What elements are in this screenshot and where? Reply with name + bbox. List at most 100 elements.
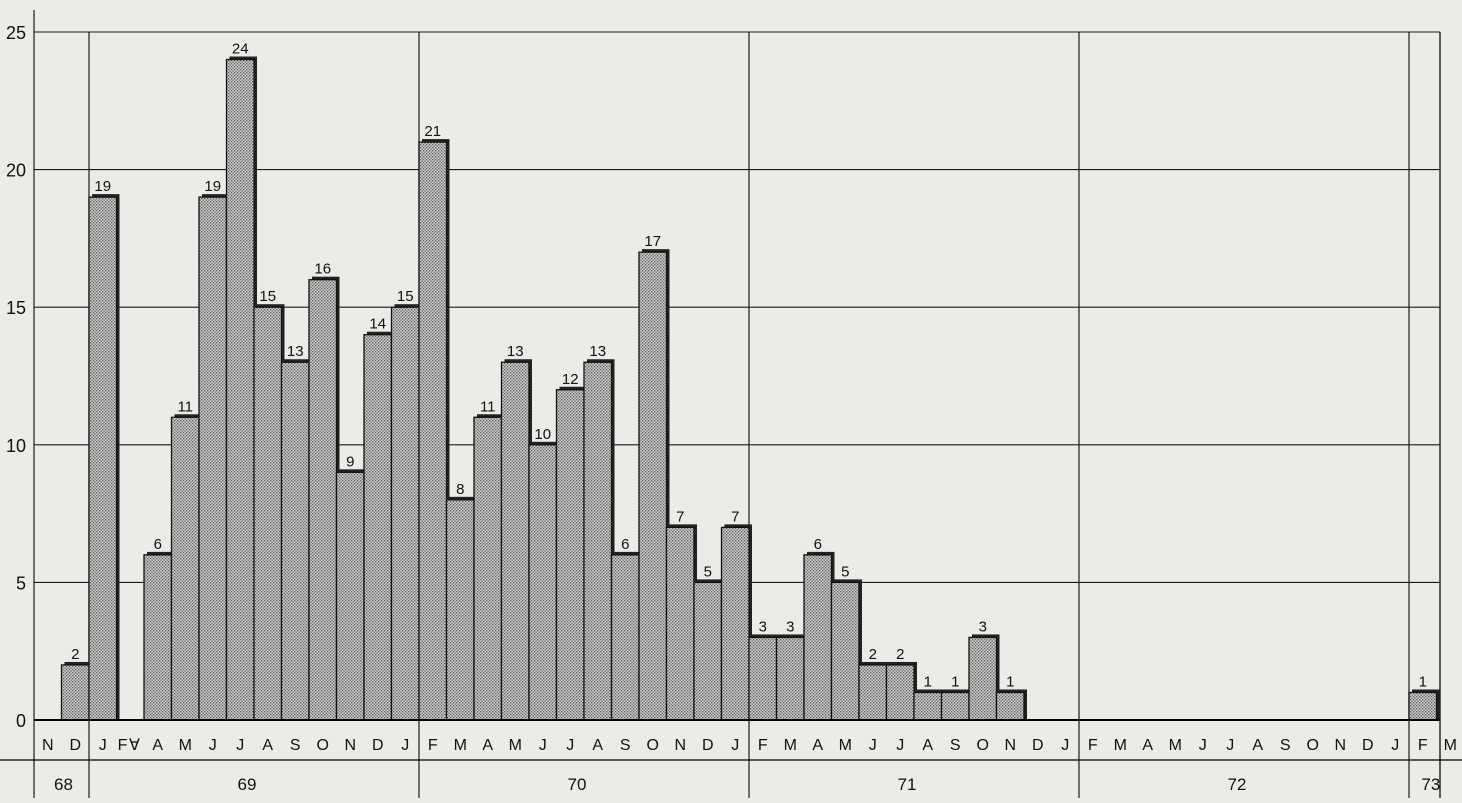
data-labels-layer: 2196111924151316914152181113101213617757… [71,41,1427,691]
data-label: 7 [731,508,739,525]
bar [803,554,833,721]
month-label: N [674,737,686,754]
month-label: F [428,737,438,754]
data-label: 13 [287,343,304,360]
year-label: 73 [1421,775,1440,794]
data-label: 6 [621,536,629,553]
data-label: 19 [94,178,111,195]
data-label: 5 [704,563,712,580]
month-label: D [1032,737,1044,754]
month-label: J [731,737,739,754]
bar [610,554,640,721]
bar [940,691,970,721]
bar [253,306,283,721]
data-label: 7 [676,508,684,525]
y-tick-label: 20 [6,161,26,181]
month-label: N [1004,737,1016,754]
month-label: J [896,737,904,754]
month-label: F [1418,737,1428,754]
month-label: A [152,737,163,754]
data-label: 24 [232,41,249,58]
month-label: M [1444,737,1457,754]
month-label: A [922,737,933,754]
month-label: M [1114,737,1127,754]
month-label: M [179,737,192,754]
data-label: 14 [369,316,386,333]
bar [170,416,200,721]
bar [500,361,530,721]
month-label: D [1362,737,1374,754]
month-label: F [758,737,768,754]
data-label: 2 [896,646,904,663]
y-tick-label: 15 [6,298,26,318]
bar [968,636,998,721]
bar [60,664,90,721]
year-label: 70 [568,775,587,794]
data-label: 1 [924,673,932,690]
data-label: 6 [814,536,822,553]
data-label: 2 [71,646,79,663]
month-label: S [620,737,631,754]
bar [225,58,255,721]
month-label: N [42,737,54,754]
grid-layer [33,10,1441,798]
bar [528,444,558,721]
month-label: S [950,737,961,754]
data-label: 13 [507,343,524,360]
month-label: N [1334,737,1346,754]
month-label: A [592,737,603,754]
month-label: D [702,737,714,754]
data-label: 1 [1006,673,1014,690]
bar [473,416,503,721]
month-label: O [647,737,659,754]
month-label: J [401,737,409,754]
bar [830,581,860,721]
data-label: 12 [562,371,579,388]
month-label: D [69,737,81,754]
data-label: 19 [204,178,221,195]
month-label: M [784,737,797,754]
bar [390,306,420,721]
bar [638,251,668,721]
month-label: O [1307,737,1319,754]
bar [858,664,888,721]
data-label: 11 [177,398,193,415]
month-label: J [236,737,244,754]
bar [445,499,475,721]
data-label: 5 [841,563,849,580]
data-label: 3 [979,618,987,635]
month-label: M [1169,737,1182,754]
data-label: 15 [259,288,276,305]
data-label: 11 [480,398,496,415]
month-label: S [1280,737,1291,754]
month-label: F [1088,737,1098,754]
bar [88,196,118,721]
month-label: J [1199,737,1207,754]
month-label: J [99,737,107,754]
y-tick-label: 25 [6,23,26,43]
data-label: 21 [424,123,441,140]
month-label: J [1226,737,1234,754]
month-label: M [839,737,852,754]
month-label: J [869,737,877,754]
bar [775,636,805,721]
bar [693,581,723,721]
bar [198,196,228,721]
bar [363,334,393,721]
month-label: A [262,737,273,754]
month-label: O [317,737,329,754]
month-label: J [566,737,574,754]
bar [555,389,585,721]
y-tick-label: 0 [16,711,26,731]
data-label: 16 [314,261,331,278]
bar [418,141,448,721]
month-label: A [1252,737,1263,754]
year-label: 68 [54,775,73,794]
y-tick-label: 5 [16,573,26,593]
month-label: J [1391,737,1399,754]
data-label: 3 [759,618,767,635]
month-label: A [482,737,493,754]
month-label: F [118,737,128,754]
